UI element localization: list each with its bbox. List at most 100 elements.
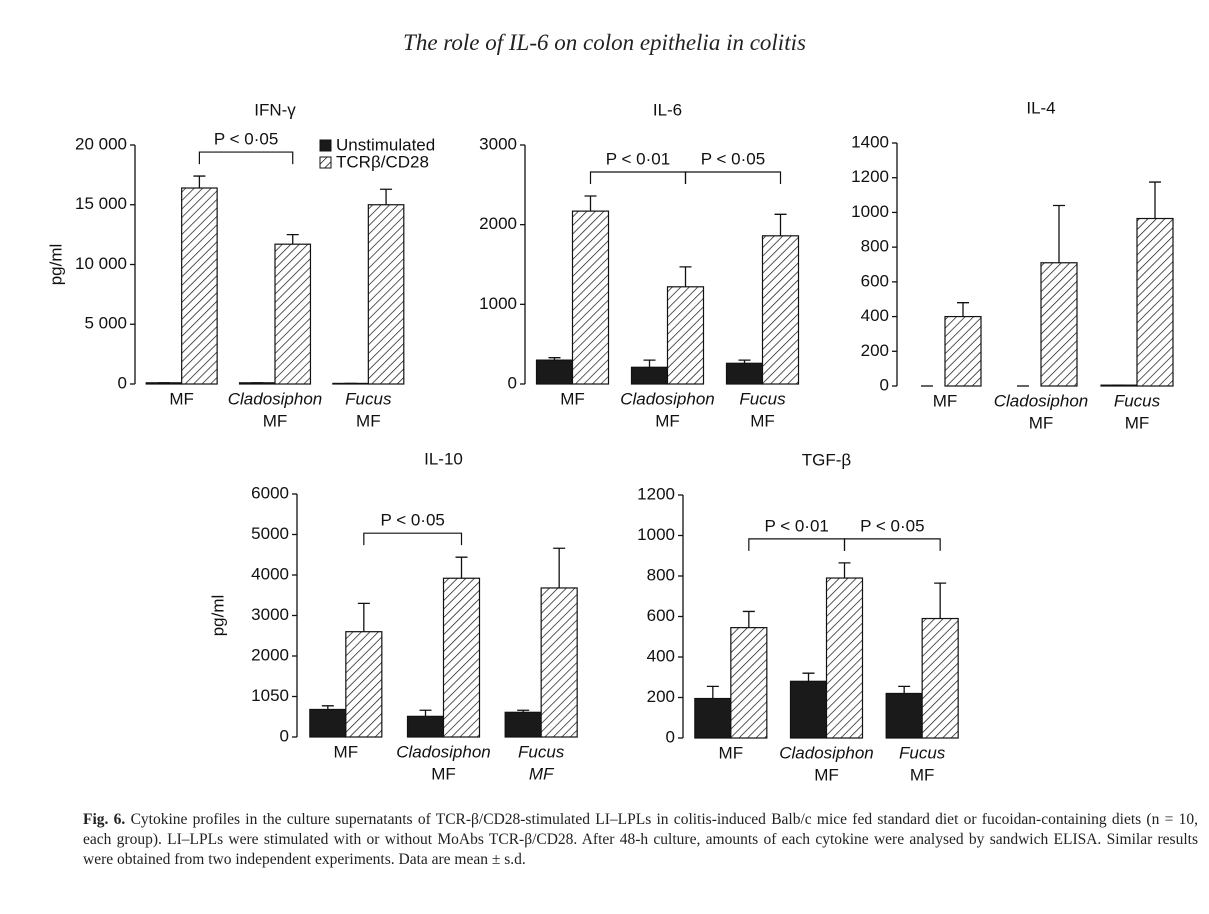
- bar: [694, 697, 732, 739]
- error-bar: [455, 556, 468, 579]
- x-tick-label: MF: [719, 743, 744, 762]
- y-tick-label: 800: [861, 237, 889, 256]
- x-tick-label: Fucus: [899, 743, 946, 762]
- error-bar: [1149, 181, 1161, 219]
- error-bar: [679, 266, 692, 287]
- y-tick-label: 4000: [251, 564, 289, 583]
- y-tick-label: 5000: [251, 524, 289, 543]
- x-tick-label: Fucus: [345, 389, 392, 408]
- chart-title: IFN-γ: [254, 100, 296, 119]
- y-tick-label: 0: [280, 726, 289, 745]
- figure: IFN-γ pg/ml 0 5 000 10 000 15 000 20 000 MF Clad…: [46, 98, 1174, 784]
- bar: [825, 577, 864, 739]
- y-tick-label: 0: [666, 727, 675, 746]
- x-tick-label: MF: [431, 764, 456, 783]
- bar: [725, 362, 764, 385]
- figure-caption: Fig. 6. Cytokine profiles in the culture…: [83, 810, 1198, 870]
- x-tick-label: MF: [910, 765, 935, 784]
- x-tick-label: Cladosiphon: [620, 389, 715, 408]
- significance-label: P < 0·01: [606, 149, 670, 168]
- x-tick-label: Fucus: [739, 389, 786, 408]
- y-tick-label: 600: [647, 606, 675, 625]
- significance-bracket: [363, 532, 463, 546]
- y-axis-label: pg/ml: [46, 244, 65, 286]
- bar: [789, 680, 828, 739]
- legend-label: Unstimulated: [336, 135, 435, 154]
- significance-label: P < 0·05: [214, 130, 278, 149]
- bar: [504, 711, 542, 738]
- error-bar: [706, 685, 719, 699]
- y-tick-label: 400: [861, 306, 889, 325]
- x-tick-label: MF: [263, 411, 288, 430]
- error-bar: [738, 359, 751, 364]
- y-tick-label: 1200: [851, 167, 889, 186]
- bar: [406, 715, 445, 738]
- significance-bracket: [748, 538, 846, 551]
- bar: [367, 204, 405, 385]
- error-bar: [742, 610, 755, 628]
- x-tick-label: MF: [655, 411, 680, 430]
- chart-title: TGF-β: [802, 450, 852, 469]
- error-bar: [774, 213, 787, 236]
- legend-swatch: [319, 156, 332, 169]
- significance-bracket: [589, 171, 687, 184]
- significance-label: P < 0·05: [380, 511, 444, 530]
- error-bar: [321, 705, 334, 710]
- error-bar: [553, 547, 566, 588]
- bar: [442, 577, 481, 738]
- y-tick-label: 1000: [479, 294, 517, 313]
- bar: [274, 243, 312, 385]
- x-tick-label: MF: [560, 389, 585, 408]
- significance-label: P < 0·01: [764, 516, 828, 535]
- x-tick-label: Cladosiphon: [779, 743, 874, 762]
- y-tick-label: 6000: [251, 483, 289, 502]
- x-tick-label: MF: [814, 765, 839, 784]
- y-tick-label: 10 000: [75, 254, 127, 273]
- error-bar: [643, 359, 656, 368]
- error-bar: [286, 233, 299, 245]
- chart-title: IL-10: [424, 449, 463, 468]
- error-bar: [584, 195, 597, 212]
- error-bar: [957, 302, 969, 317]
- error-bar: [193, 175, 206, 189]
- y-tick-label: 0: [118, 373, 127, 392]
- error-bar: [419, 709, 432, 717]
- bar: [535, 359, 574, 385]
- x-tick-label: Cladosiphon: [994, 391, 1089, 410]
- error-bar: [1053, 204, 1065, 263]
- x-tick-label: MF: [750, 411, 775, 430]
- x-tick-label: Fucus: [518, 742, 565, 761]
- x-tick-label: MF: [529, 764, 555, 783]
- caption-text: Cytokine profiles in the culture superna…: [83, 811, 1198, 868]
- error-bar: [548, 357, 561, 361]
- bar: [309, 708, 347, 738]
- bar: [1136, 217, 1174, 387]
- significance-bracket: [198, 151, 294, 165]
- y-tick-label: 1200: [637, 484, 675, 503]
- significance-bracket: [843, 538, 941, 551]
- chart-title: IL-4: [1026, 98, 1055, 117]
- legend-swatch: [319, 139, 332, 152]
- bar: [885, 692, 923, 739]
- y-tick-label: 5 000: [84, 314, 127, 333]
- y-tick-label: 20 000: [75, 134, 127, 153]
- error-bar: [898, 685, 911, 694]
- y-tick-label: 400: [647, 646, 675, 665]
- legend-label: TCRβ/CD28: [336, 152, 429, 171]
- y-tick-label: 600: [861, 271, 889, 290]
- y-tick-label: 0: [508, 373, 517, 392]
- y-tick-label: 1000: [851, 202, 889, 221]
- error-bar: [357, 602, 370, 632]
- y-tick-label: 1400: [851, 132, 889, 151]
- x-tick-label: MF: [169, 389, 194, 408]
- bar: [540, 587, 578, 738]
- error-bar: [838, 562, 851, 579]
- x-tick-label: MF: [933, 391, 958, 410]
- x-tick-label: MF: [356, 411, 381, 430]
- bar: [571, 210, 610, 385]
- y-tick-label: 2000: [479, 214, 517, 233]
- x-tick-label: Fucus: [1114, 391, 1161, 410]
- bar: [630, 366, 669, 385]
- y-tick-label: 1050: [251, 686, 289, 705]
